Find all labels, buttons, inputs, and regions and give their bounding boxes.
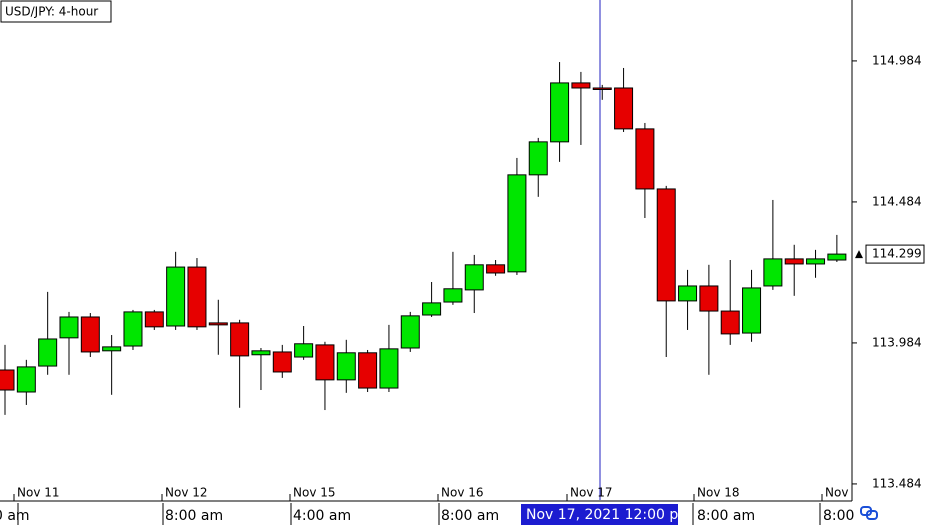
candle-body: [230, 322, 250, 357]
candle-body: [379, 348, 399, 389]
candle-body: [827, 253, 847, 261]
last-price-label: 114.299: [872, 247, 922, 261]
time-label: 8:00 am: [441, 508, 499, 524]
crosshair-label: Nov 17, 2021 12:00 pm: [526, 507, 692, 523]
candle-body: [720, 310, 740, 335]
date-label: Nov 18: [697, 486, 740, 500]
date-label: Nov 17: [570, 486, 613, 500]
plot-area: [0, 0, 847, 500]
date-label: Nov: [825, 486, 848, 500]
date-label: Nov 11: [17, 486, 60, 500]
candle-body: [507, 174, 527, 273]
candle-body: [166, 266, 186, 327]
candle-body: [208, 322, 228, 326]
candle-body: [315, 344, 335, 381]
candle-body: [358, 352, 378, 389]
time-label: 8:00 am: [697, 508, 755, 524]
time-label: 0 am: [0, 508, 30, 524]
link-icon: [860, 506, 878, 520]
candle-body: [614, 87, 634, 130]
candle-body: [486, 264, 506, 274]
date-label: Nov 16: [441, 486, 484, 500]
candle-body: [251, 350, 271, 356]
candle-body: [16, 366, 36, 393]
candle-body: [550, 82, 570, 143]
candle-body: [400, 315, 420, 349]
candle-body: [592, 87, 612, 90]
last-price-arrow: [855, 250, 863, 259]
candle-body: [763, 258, 783, 287]
candle-body: [187, 266, 207, 328]
crosshair-label-box: [521, 504, 678, 525]
candle-body: [38, 338, 58, 367]
candle-body: [144, 311, 164, 328]
date-label: Nov 12: [165, 486, 208, 500]
candle-body: [422, 302, 442, 316]
y-tick-label: 114.484: [872, 194, 922, 208]
candle-body: [59, 316, 79, 339]
time-label: 8:00: [823, 508, 854, 524]
candle-body: [102, 346, 122, 352]
time-label: 4:00 am: [293, 508, 351, 524]
candle-body: [784, 258, 804, 265]
candle-body: [123, 311, 143, 347]
candle-body: [742, 287, 762, 334]
y-tick-label: 114.984: [872, 53, 922, 67]
title-box: [0, 0, 112, 23]
candle-body: [464, 264, 484, 291]
last-price-box: [865, 244, 925, 264]
time-label: 8:00 am: [165, 508, 223, 524]
y-tick-label: 113.484: [872, 476, 922, 490]
candle-body: [806, 258, 826, 265]
y-tick-label: 113.984: [872, 335, 922, 349]
chart-title: USD/JPY: 4-hour: [5, 5, 98, 19]
candle-body: [656, 188, 676, 302]
candle-body: [699, 285, 719, 312]
candle-body: [294, 343, 314, 358]
date-label: Nov 15: [293, 486, 336, 500]
candle-body: [80, 316, 100, 353]
candle-body: [635, 128, 655, 190]
candle-body: [678, 285, 698, 302]
candle-body: [0, 369, 15, 391]
candle-body: [528, 141, 548, 176]
candle-body: [272, 351, 292, 373]
candle-body: [336, 352, 356, 381]
candle-body: [571, 82, 591, 89]
candle-body: [443, 288, 463, 303]
